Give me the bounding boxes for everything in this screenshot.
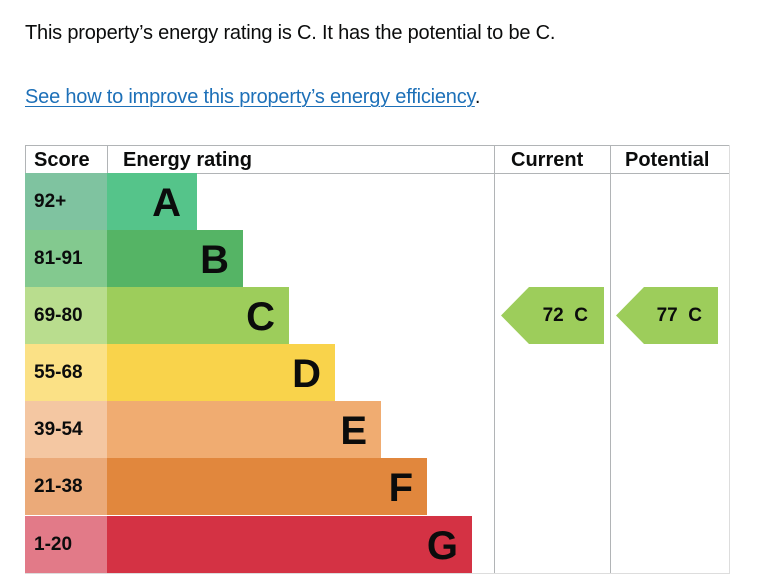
rating-bar-b: B [107,230,243,287]
score-header: Score [34,149,90,171]
rating-bar-c: C [107,287,289,344]
current-rating-arrow: 72 C [501,287,604,344]
arrow-shape-icon [501,287,604,344]
energy-rating-chart: Score Energy rating Current Potential 92… [25,145,730,574]
improve-efficiency-line: See how to improve this property’s energ… [25,82,480,112]
rating-bar-g: G [107,516,472,573]
potential-column-divider [610,145,611,574]
score-range: 69-80 [25,287,107,344]
rating-bar-a: A [107,173,197,230]
current-column-divider [494,145,495,574]
table-right-border [729,145,730,574]
potential-header: Potential [625,149,710,171]
arrow-shape-icon [616,287,718,344]
energy-rating-summary: This property’s energy rating is C. It h… [25,22,556,44]
link-suffix: . [474,86,481,108]
score-range: 92+ [25,173,107,230]
score-range: 39-54 [25,401,107,458]
rating-bar-d: D [107,344,335,401]
score-range: 81-91 [25,230,107,287]
current-rating-value: 72 C [542,305,588,326]
energy-rating-header: Energy rating [123,149,252,171]
score-range: 21-38 [25,458,107,515]
table-top-border [25,145,730,146]
current-header: Current [511,149,584,171]
table-left-border [25,145,26,173]
rating-bar-e: E [107,401,381,458]
rating-bar-f: F [107,458,427,515]
table-bottom-border [25,573,730,574]
header-bottom-border [25,173,730,174]
potential-rating-value: 77 C [656,305,702,326]
score-range: 55-68 [25,344,107,401]
score-header-divider [107,145,108,173]
improve-efficiency-link[interactable]: See how to improve this property’s energ… [25,86,475,108]
potential-rating-arrow: 77 C [616,287,718,344]
score-range: 1-20 [25,516,107,573]
